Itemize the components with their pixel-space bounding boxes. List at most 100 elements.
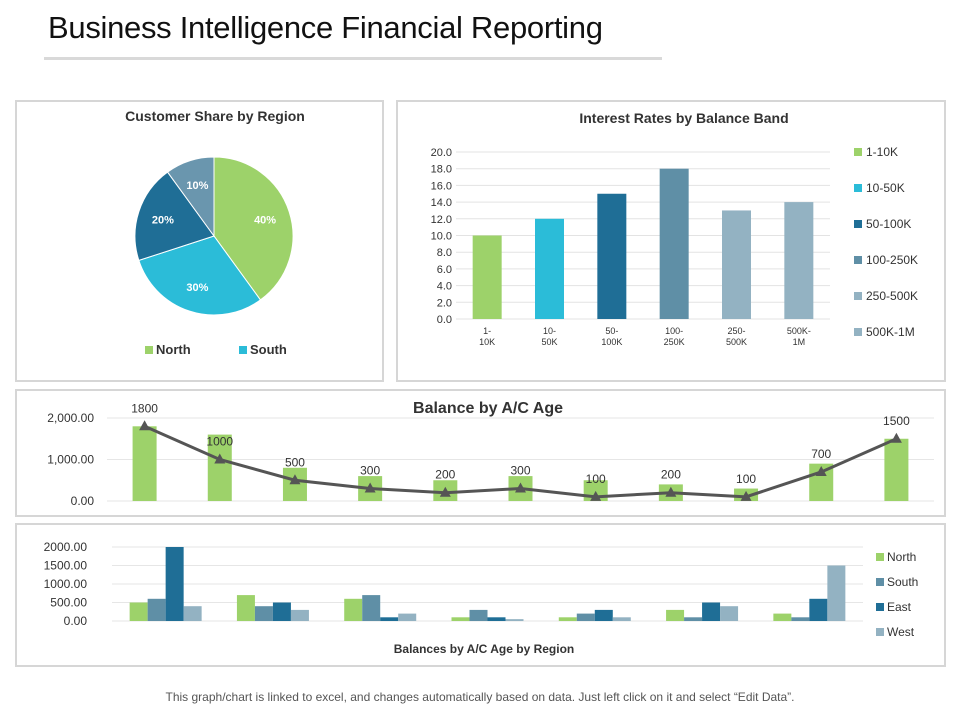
pie-data-label: 10% bbox=[186, 180, 208, 192]
y-tick-label: 18.0 bbox=[431, 164, 452, 176]
x-tick-label: 500K- bbox=[787, 326, 811, 336]
y-tick-label: 14.0 bbox=[431, 197, 452, 209]
bar bbox=[362, 595, 381, 621]
customer-share-chart: Customer Share by Region 40% 30% 20% 10% Nort… bbox=[125, 108, 305, 357]
legend-swatch bbox=[854, 220, 862, 228]
footer-note: This graph/chart is linked to excel, and… bbox=[165, 690, 795, 704]
customer-share-panel: Customer Share by Region 40% 30% 20% 10% Nort… bbox=[15, 100, 384, 382]
legend-label: North bbox=[887, 550, 916, 564]
legend-swatch bbox=[854, 148, 862, 156]
legend-swatch bbox=[876, 578, 884, 586]
legend-label: West bbox=[887, 625, 915, 639]
bar bbox=[535, 218, 564, 319]
legend-swatch bbox=[854, 184, 862, 192]
pie-slice bbox=[213, 156, 294, 301]
page-title: Business Intelligence Financial Reportin… bbox=[48, 10, 603, 45]
y-tick-label: 20.0 bbox=[431, 147, 452, 159]
x-tick-label: 100K bbox=[601, 337, 622, 347]
y-tick-label: 2.0 bbox=[437, 297, 452, 309]
legend-label: 10-50K bbox=[866, 181, 905, 195]
region-balances-panel: 0.00 500.00 1000.00 1500.00 2000.00 Balances … bbox=[15, 523, 946, 667]
y-tick-label: 1,000.00 bbox=[47, 453, 94, 467]
bar bbox=[132, 426, 157, 501]
line-marker bbox=[214, 453, 226, 464]
bar bbox=[612, 617, 631, 621]
balance-age-panel: Balance by A/C Age 0.00 1,000.00 2,000.00 18… bbox=[15, 389, 946, 517]
legend-swatch bbox=[145, 346, 153, 354]
legend-swatch bbox=[854, 256, 862, 264]
bar bbox=[290, 609, 309, 621]
line-data-label: 1000 bbox=[206, 435, 233, 449]
y-tick-label: 12.0 bbox=[431, 214, 452, 226]
y-tick-label: 0.00 bbox=[71, 494, 95, 508]
pie-data-label: 40% bbox=[254, 214, 276, 226]
x-tick-label: 1- bbox=[483, 326, 491, 336]
bar bbox=[576, 613, 595, 621]
line-data-label: 1800 bbox=[131, 401, 158, 415]
bar bbox=[380, 617, 399, 621]
legend-swatch bbox=[854, 292, 862, 300]
line-marker bbox=[890, 432, 902, 443]
line-data-label: 200 bbox=[661, 468, 681, 482]
legend-label: South bbox=[250, 342, 287, 357]
bar bbox=[597, 193, 627, 319]
chart-title: Interest Rates by Balance Band bbox=[579, 110, 788, 126]
line-marker bbox=[139, 420, 151, 431]
balance-age-chart: Balance by A/C Age 0.00 1,000.00 2,000.00 18… bbox=[47, 400, 934, 508]
line-data-label: 500 bbox=[285, 455, 305, 469]
y-tick-label: 1000.00 bbox=[44, 577, 88, 591]
title-underline bbox=[44, 57, 662, 60]
bar bbox=[827, 565, 846, 621]
bar bbox=[165, 547, 184, 621]
bar bbox=[505, 619, 524, 621]
line-data-label: 300 bbox=[510, 464, 530, 478]
legend-label: East bbox=[887, 600, 912, 614]
line-data-label: 300 bbox=[360, 464, 380, 478]
line-marker bbox=[515, 482, 526, 493]
bar bbox=[773, 613, 792, 621]
y-tick-label: 2000.00 bbox=[44, 540, 88, 554]
legend-swatch bbox=[876, 628, 884, 636]
region-balances-chart: 0.00 500.00 1000.00 1500.00 2000.00 Balances … bbox=[44, 540, 919, 656]
x-tick-label: 250- bbox=[727, 326, 745, 336]
legend-label: 500K-1M bbox=[866, 325, 915, 339]
bar bbox=[666, 609, 685, 621]
pie-slice bbox=[134, 171, 215, 262]
line-marker bbox=[815, 465, 827, 476]
line-marker bbox=[289, 474, 301, 485]
bar bbox=[207, 434, 232, 501]
bar bbox=[272, 602, 291, 621]
chart-title: Balances by A/C Age by Region bbox=[394, 642, 575, 656]
bar bbox=[129, 602, 148, 621]
bar bbox=[720, 606, 739, 621]
interest-rates-panel: Interest Rates by Balance Band 0.0 2.0 4.0 6… bbox=[396, 100, 946, 382]
legend-label: North bbox=[156, 342, 191, 357]
bar bbox=[884, 438, 909, 501]
x-tick-label: 250K bbox=[664, 337, 685, 347]
y-tick-label: 6.0 bbox=[437, 264, 452, 276]
line-data-label: 1500 bbox=[883, 414, 910, 428]
y-tick-label: 1500.00 bbox=[44, 559, 88, 573]
x-tick-label: 10- bbox=[543, 326, 556, 336]
x-tick-label: 10K bbox=[479, 337, 495, 347]
line-marker bbox=[439, 486, 451, 497]
bar bbox=[451, 617, 470, 621]
bar bbox=[147, 598, 166, 621]
bar bbox=[183, 606, 202, 621]
x-tick-label: 50K bbox=[541, 337, 557, 347]
pie-data-label: 20% bbox=[152, 214, 174, 226]
line-data-label: 200 bbox=[435, 468, 455, 482]
bar bbox=[398, 613, 417, 621]
legend-label: South bbox=[887, 575, 918, 589]
y-tick-label: 500.00 bbox=[50, 596, 87, 610]
bar bbox=[282, 467, 307, 501]
bar bbox=[594, 609, 613, 621]
bar bbox=[659, 168, 689, 319]
y-tick-label: 2,000.00 bbox=[47, 411, 94, 425]
y-tick-label: 0.00 bbox=[64, 614, 88, 628]
bar bbox=[487, 617, 506, 621]
legend-label: 250-500K bbox=[866, 289, 918, 303]
line-data-label: 700 bbox=[811, 447, 831, 461]
x-tick-label: 1M bbox=[793, 337, 806, 347]
bar bbox=[344, 598, 363, 621]
